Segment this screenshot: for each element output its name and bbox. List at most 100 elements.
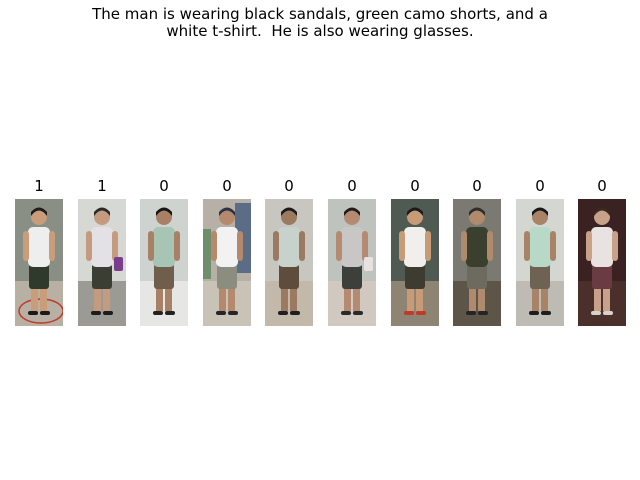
person-hair [469,207,485,216]
person-arm [86,231,92,261]
person-shoe [278,311,288,315]
person-shoe [353,311,363,315]
person-shoe [404,311,414,315]
person-head [156,209,172,225]
carried-bag [364,257,373,271]
person-hair [31,207,47,216]
person-shirt [529,227,551,267]
gallery-panel: 0 [391,177,439,326]
person-leg [31,277,38,311]
person-arm [174,231,180,261]
person-image [265,199,313,326]
person-shoe [28,311,38,315]
match-label: 0 [222,177,232,195]
person-shoe [541,311,551,315]
person-shoe [478,311,488,315]
person-shorts [342,263,362,289]
person-shirt [404,227,426,267]
match-label: 0 [535,177,545,195]
person-leg [594,277,601,311]
person-arm [362,231,368,261]
gallery-panel: 0 [516,177,564,326]
person-shoe [603,311,613,315]
person-shorts [467,263,487,289]
person-shoe [103,311,113,315]
person-leg [541,277,548,311]
person-shorts [530,263,550,289]
person-head [219,209,235,225]
person-shorts [29,263,49,289]
person-image [453,199,501,326]
person-shirt [28,227,50,267]
person-shoe [91,311,101,315]
match-label: 0 [159,177,169,195]
person-leg [40,277,47,311]
person-shorts [592,263,612,289]
person-arm [550,231,556,261]
person-shoe [216,311,226,315]
person-shirt [216,227,238,267]
person-arm [299,231,305,261]
person-leg [103,277,110,311]
person-shoe [529,311,539,315]
person-image [203,199,251,326]
person-arm [273,231,279,261]
person-image [391,199,439,326]
person-shoe [40,311,50,315]
person-shirt [153,227,175,267]
match-label: 0 [347,177,357,195]
person-hair [532,207,548,216]
gallery-panel: 0 [578,177,626,326]
person-hair [407,207,423,216]
person-image [15,199,63,326]
person-arm [524,231,530,261]
person-arm [112,231,118,261]
person-leg [290,277,297,311]
person-arm [49,231,55,261]
person-hair [594,207,610,216]
person-leg [228,277,235,311]
person-image [140,199,188,326]
match-label: 1 [34,177,44,195]
person-leg [165,277,172,311]
person-arm [461,231,467,261]
carried-bag [114,257,123,271]
person-arm [586,231,592,261]
person-head [407,209,423,225]
person-leg [344,277,351,311]
person-leg [532,277,539,311]
match-label: 0 [597,177,607,195]
person-shorts [217,263,237,289]
person-arm [612,231,618,261]
person-shirt [91,227,113,267]
person-head [594,209,610,225]
caption-line-2: white t-shirt. He is also wearing glasse… [166,22,474,40]
gallery-panel: 0 [203,177,251,326]
gallery-panel: 0 [265,177,313,326]
person-shirt [278,227,300,267]
person-arm [148,231,154,261]
person-shirt [341,227,363,267]
person-shorts [279,263,299,289]
person-image [516,199,564,326]
person-head [344,209,360,225]
caption-line-1: The man is wearing black sandals, green … [92,5,548,23]
person-leg [281,277,288,311]
person-hair [94,207,110,216]
match-label: 0 [472,177,482,195]
gallery-panel: 1 [15,177,63,326]
person-shorts [405,263,425,289]
person-shoe [153,311,163,315]
person-shorts [154,263,174,289]
person-leg [407,277,414,311]
person-shoe [165,311,175,315]
person-shirt [466,227,488,267]
person-leg [353,277,360,311]
person-shirt [591,227,613,267]
person-shoe [290,311,300,315]
person-arm [487,231,493,261]
match-label: 1 [97,177,107,195]
person-arm [23,231,29,261]
person-image [578,199,626,326]
person-leg [478,277,485,311]
